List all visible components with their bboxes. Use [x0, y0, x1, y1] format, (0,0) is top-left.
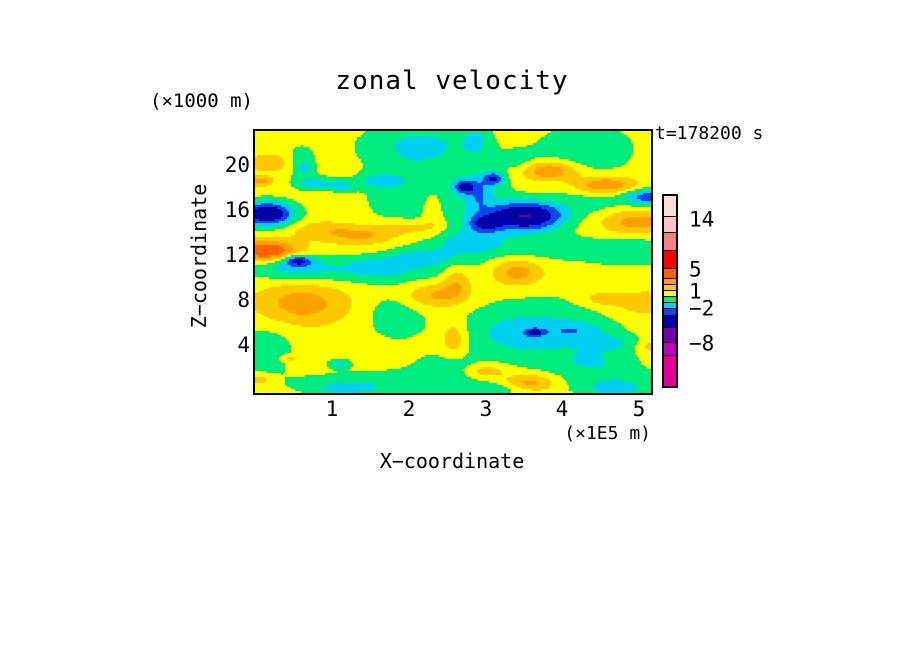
colorbar-segment: [664, 314, 676, 328]
colorbar-segment: [664, 289, 676, 297]
timestamp-label: t=178200 s: [655, 123, 764, 144]
colorbar-tick-label: 14: [689, 207, 715, 232]
colorbar-segment: [664, 355, 676, 386]
x-tick-label: 2: [402, 397, 416, 421]
colorbar-segment: [664, 327, 676, 342]
colorbar-segment: [664, 296, 676, 303]
y-tick-label: 16: [224, 198, 250, 222]
contour-field-canvas: [255, 131, 651, 393]
x-tick-label: 1: [325, 397, 339, 421]
y-tick-label: 20: [224, 153, 250, 177]
colorbar-segment: [664, 302, 676, 309]
x-tick-label: 5: [632, 397, 646, 421]
colorbar-tick-label: 5: [689, 257, 702, 282]
y-axis-unit-label: (×1000 m): [150, 90, 253, 112]
y-tick-label: 8: [237, 288, 250, 312]
colorbar-segment: [664, 249, 676, 268]
contour-plot: [253, 129, 653, 395]
colorbar-tick-label: −8: [689, 331, 715, 356]
colorbar-segment: [664, 341, 676, 356]
colorbar-segment: [664, 283, 676, 290]
colorbar-segment: [664, 232, 676, 250]
colorbar: [662, 194, 678, 388]
colorbar-tick-label: 1: [689, 279, 702, 304]
x-axis-title: X−coordinate: [379, 449, 525, 473]
colorbar-segment: [664, 278, 676, 284]
x-tick-label: 3: [479, 397, 493, 421]
x-tick-label: 4: [555, 397, 569, 421]
colorbar-segment: [664, 267, 676, 278]
y-tick-label: 4: [237, 333, 250, 357]
x-axis-unit-label: (×1E5 m): [564, 423, 651, 444]
colorbar-tick-label: −2: [689, 296, 715, 321]
colorbar-segment: [664, 196, 676, 216]
y-tick-label: 12: [224, 243, 250, 267]
figure-title: zonal velocity: [335, 66, 569, 96]
colorbar-segment: [664, 215, 676, 233]
colorbar-segment: [664, 308, 676, 315]
